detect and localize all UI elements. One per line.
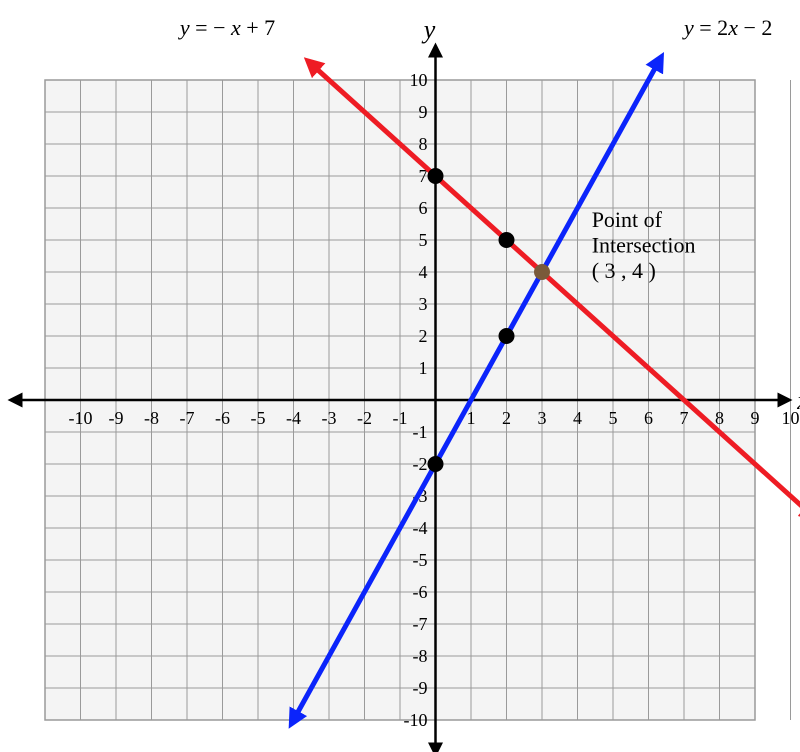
svg-text:9: 9 bbox=[751, 408, 760, 428]
svg-text:4: 4 bbox=[419, 262, 428, 282]
svg-text:5: 5 bbox=[419, 230, 428, 250]
svg-text:-8: -8 bbox=[144, 408, 159, 428]
data-point bbox=[499, 232, 515, 248]
svg-text:-10: -10 bbox=[69, 408, 93, 428]
svg-text:-1: -1 bbox=[413, 422, 428, 442]
svg-text:-9: -9 bbox=[413, 678, 428, 698]
svg-text:5: 5 bbox=[609, 408, 618, 428]
linear-system-chart: -10 -9 -8 -7 -6 -5 -4 -3 -2 -1 1 2 3 4 5 6 7 8 9 10 -10 -9 -8 -… bbox=[0, 0, 800, 752]
svg-text:9: 9 bbox=[419, 102, 428, 122]
svg-text:-6: -6 bbox=[215, 408, 230, 428]
svg-text:1: 1 bbox=[419, 358, 428, 378]
svg-text:6: 6 bbox=[644, 408, 653, 428]
svg-text:3: 3 bbox=[419, 294, 428, 314]
equation-label-red: y = − x + 7 bbox=[178, 15, 275, 40]
svg-text:2: 2 bbox=[419, 326, 428, 346]
svg-text:8: 8 bbox=[419, 134, 428, 154]
svg-text:-4: -4 bbox=[413, 518, 428, 538]
svg-text:7: 7 bbox=[680, 408, 689, 428]
svg-text:-9: -9 bbox=[109, 408, 124, 428]
svg-text:3: 3 bbox=[538, 408, 547, 428]
svg-text:4: 4 bbox=[573, 408, 582, 428]
svg-text:10: 10 bbox=[410, 70, 428, 90]
x-axis-label: x bbox=[796, 386, 800, 415]
data-point bbox=[428, 168, 444, 184]
data-point bbox=[428, 456, 444, 472]
svg-text:-7: -7 bbox=[180, 408, 195, 428]
svg-text:-6: -6 bbox=[413, 582, 428, 602]
svg-text:-10: -10 bbox=[404, 710, 428, 730]
svg-text:-5: -5 bbox=[413, 550, 428, 570]
svg-text:-4: -4 bbox=[286, 408, 301, 428]
svg-text:-3: -3 bbox=[322, 408, 337, 428]
svg-text:-1: -1 bbox=[393, 408, 408, 428]
svg-text:1: 1 bbox=[467, 408, 476, 428]
intersection-point bbox=[534, 264, 550, 280]
svg-text:6: 6 bbox=[419, 198, 428, 218]
svg-text:-2: -2 bbox=[413, 454, 428, 474]
svg-text:-5: -5 bbox=[251, 408, 266, 428]
svg-text:-2: -2 bbox=[357, 408, 372, 428]
svg-text:-8: -8 bbox=[413, 646, 428, 666]
svg-text:2: 2 bbox=[502, 408, 511, 428]
data-point bbox=[499, 328, 515, 344]
y-axis-label: y bbox=[421, 15, 436, 44]
equation-label-blue: y = 2x − 2 bbox=[682, 15, 772, 40]
svg-text:8: 8 bbox=[715, 408, 724, 428]
svg-text:-7: -7 bbox=[413, 614, 428, 634]
